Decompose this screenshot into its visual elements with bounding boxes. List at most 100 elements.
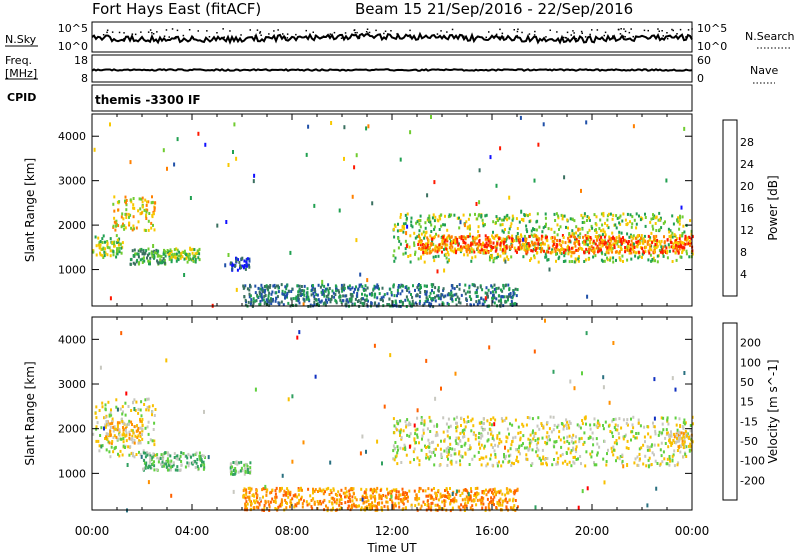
range-cell [99, 253, 102, 257]
range-cell [101, 237, 104, 241]
range-cell [153, 443, 156, 447]
range-cell [527, 247, 530, 251]
range-cell [575, 248, 578, 252]
range-cell [406, 224, 409, 229]
range-cell [459, 220, 462, 225]
range-cell [421, 247, 424, 251]
range-cell [312, 497, 315, 501]
range-cell [463, 253, 466, 257]
range-cell [303, 284, 306, 288]
range-cell [317, 283, 320, 287]
range-cell [327, 293, 330, 297]
range-cell [681, 443, 684, 446]
range-cell [113, 216, 116, 220]
range-cell [433, 424, 436, 428]
range-cell [642, 443, 645, 447]
range-cell [680, 234, 683, 238]
nsearch-dot [596, 29, 599, 31]
range-cell [660, 441, 663, 445]
range-cell [601, 240, 604, 244]
range-cell [679, 431, 682, 435]
range-cell [353, 492, 355, 496]
cpid-label: CPID [7, 91, 36, 104]
range-cell [488, 421, 491, 426]
nsearch-dot [249, 29, 251, 31]
range-cell [133, 227, 135, 231]
range-cell [519, 452, 521, 456]
range-cell [483, 446, 486, 450]
range-cell [120, 246, 123, 250]
range-cell [689, 442, 692, 446]
range-cell [468, 463, 471, 466]
range-cell [147, 452, 150, 456]
range-cell [508, 454, 511, 458]
range-cell [353, 302, 356, 306]
range-cell [156, 453, 159, 457]
range-cell [450, 294, 453, 298]
range-cell [526, 242, 528, 245]
range-cell [652, 213, 654, 217]
range-cell [480, 443, 483, 447]
range-cell [460, 248, 463, 252]
range-cell [640, 234, 643, 238]
range-cell [503, 295, 506, 299]
range-cell [588, 241, 591, 245]
range-cell [618, 221, 621, 225]
range-cell [463, 506, 466, 510]
range-cell [573, 241, 576, 245]
range-cell [402, 225, 405, 228]
range-cell [246, 257, 249, 261]
range-cell [409, 234, 412, 238]
range-cell [618, 250, 621, 254]
range-cell [431, 216, 434, 220]
range-cell [444, 214, 446, 218]
range-cell [480, 433, 483, 437]
range-cell [688, 235, 691, 239]
range-cell [500, 464, 503, 468]
range-cell [614, 428, 617, 432]
range-cell [194, 260, 197, 264]
range-cell [425, 456, 428, 460]
nsearch-dot [171, 28, 174, 30]
range-cell [655, 234, 658, 238]
range-cell [631, 423, 634, 427]
nsearch-dot [111, 31, 114, 33]
range-cell [683, 371, 686, 375]
range-cell [620, 426, 623, 430]
range-cell [467, 235, 470, 239]
range-cell [143, 228, 146, 232]
range-cell [643, 240, 646, 244]
range-cell [691, 235, 694, 239]
range-cell [671, 454, 674, 458]
range-cell [482, 222, 484, 226]
range-cell [543, 249, 545, 253]
range-cell [478, 238, 481, 242]
range-cell [496, 434, 499, 438]
range-cell [113, 242, 115, 246]
range-cell [197, 467, 200, 471]
range-cell [127, 212, 130, 216]
range-cell [547, 250, 549, 254]
range-cell [302, 440, 305, 445]
range-cell [469, 506, 472, 510]
range-cell [642, 237, 645, 241]
range-cell [121, 212, 124, 216]
range-cell [249, 285, 252, 289]
nsearch-dot [340, 37, 343, 39]
range-cell [506, 218, 509, 222]
range-cell [454, 240, 457, 244]
range-cell [670, 245, 673, 249]
range-cell [99, 251, 101, 255]
range-cell [535, 238, 538, 242]
range-cell [604, 233, 607, 237]
range-cell [428, 442, 431, 445]
range-cell [147, 408, 150, 412]
range-cell [607, 251, 610, 255]
range-cell [131, 429, 134, 433]
range-cell [525, 224, 528, 228]
range-cell [495, 256, 498, 260]
nsearch-dot [305, 29, 307, 32]
range-cell [284, 295, 287, 298]
range-cell [194, 258, 197, 261]
range-cell [102, 246, 105, 250]
